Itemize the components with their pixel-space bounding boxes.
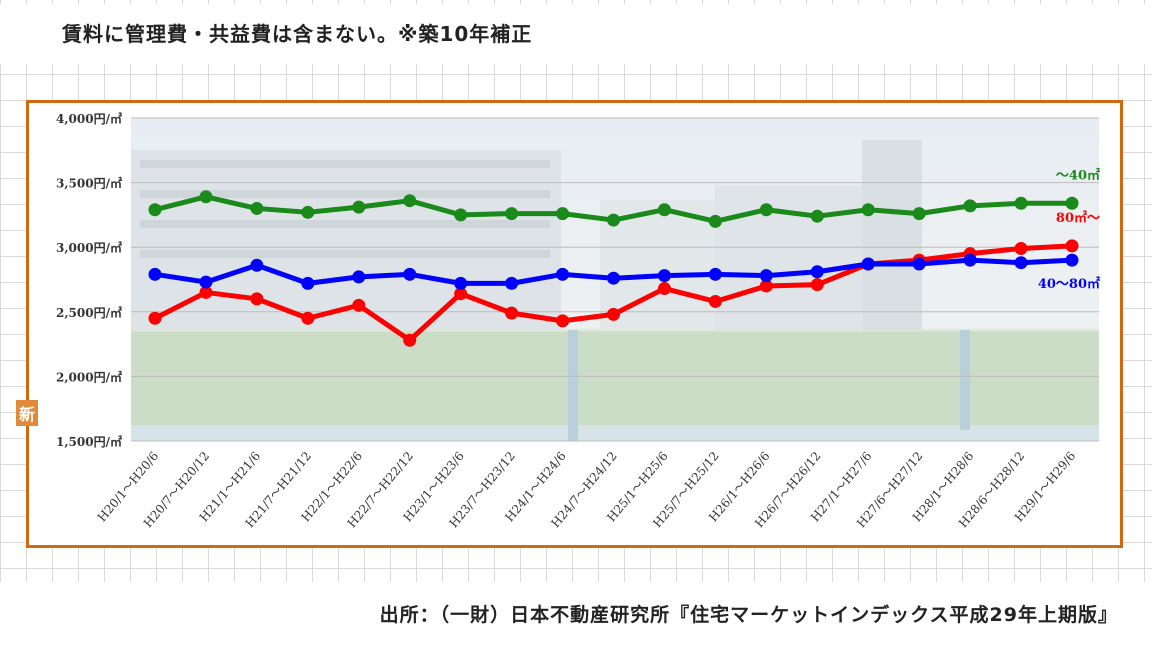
data-point (810, 209, 824, 223)
data-point (912, 257, 926, 271)
series-layer (148, 190, 1079, 347)
data-point (1014, 241, 1028, 255)
data-point (199, 285, 213, 299)
data-point (301, 311, 315, 325)
source-credit: 出所：（一財）日本不動産研究所『住宅マーケットインデックス平成29年上期版』 (379, 604, 1118, 626)
data-point (352, 270, 366, 284)
series-label: 40～80㎡ (1038, 276, 1100, 292)
data-point (657, 269, 671, 283)
data-point (250, 201, 264, 215)
data-point (657, 203, 671, 217)
y-tick-label: 2,500円/㎡ (56, 305, 122, 320)
y-axis: 4,000円/㎡ 3,500円/㎡ 3,000円/㎡ 2,500円/㎡ 2,000円/㎡… (56, 111, 122, 449)
data-point (759, 203, 773, 217)
data-point (403, 333, 417, 347)
data-point (505, 306, 519, 320)
data-point (1065, 253, 1079, 267)
y-tick-label: 3,000円/㎡ (56, 240, 122, 255)
data-point (1065, 196, 1079, 210)
data-point (199, 190, 213, 204)
data-point (148, 311, 162, 325)
plot-background (131, 118, 1099, 441)
data-point (657, 282, 671, 296)
data-point (1065, 239, 1079, 253)
data-point (607, 271, 620, 285)
publisher-logo: 新 (16, 400, 38, 426)
data-point (352, 298, 366, 312)
data-point (250, 292, 264, 306)
y-tick-label: 3,500円/㎡ (56, 176, 122, 191)
y-tick-label: 4,000円/㎡ (56, 111, 122, 126)
rent-note: 賃料に管理費・共益費は含まない。※築10年補正 (62, 22, 533, 46)
x-axis: H20/1～H20/6H20/7～H20/12H21/1～H21/6H21/7～… (95, 449, 1079, 530)
data-point (556, 267, 570, 281)
series-label: ～40㎡ (1056, 167, 1100, 183)
data-point (301, 205, 315, 219)
data-point (403, 267, 417, 281)
data-point (759, 269, 773, 283)
data-point (963, 253, 977, 267)
y-tick-label: 1,500円/㎡ (56, 434, 122, 449)
data-point (1014, 256, 1028, 270)
y-tick-label: 2,000円/㎡ (56, 369, 122, 384)
data-point (708, 294, 722, 308)
data-point (556, 314, 570, 328)
data-point (301, 276, 315, 290)
data-point (861, 203, 875, 217)
grid-lines (131, 117, 1099, 442)
data-point (708, 267, 722, 281)
data-point (148, 203, 162, 217)
data-point (250, 258, 264, 272)
data-point (148, 267, 162, 281)
data-point (454, 276, 468, 290)
data-point (199, 275, 213, 289)
data-point (912, 207, 926, 221)
data-point (963, 199, 977, 213)
data-point (607, 213, 620, 227)
data-point (505, 276, 519, 290)
data-point (454, 287, 468, 301)
data-point (810, 265, 824, 279)
note-band (0, 4, 1152, 64)
data-point (454, 208, 468, 222)
data-point (607, 307, 620, 321)
data-point (556, 207, 570, 221)
data-point (810, 278, 824, 292)
data-point (759, 279, 773, 293)
data-point (1014, 196, 1028, 210)
data-point (352, 200, 366, 214)
data-point (505, 207, 519, 221)
data-point (861, 257, 875, 271)
data-point (403, 194, 417, 208)
series-label: 80㎡～ (1056, 210, 1100, 226)
series-labels: ～40㎡ 80㎡～ 40～80㎡ (1038, 167, 1100, 292)
source-band (0, 582, 1152, 648)
data-point (708, 214, 722, 228)
